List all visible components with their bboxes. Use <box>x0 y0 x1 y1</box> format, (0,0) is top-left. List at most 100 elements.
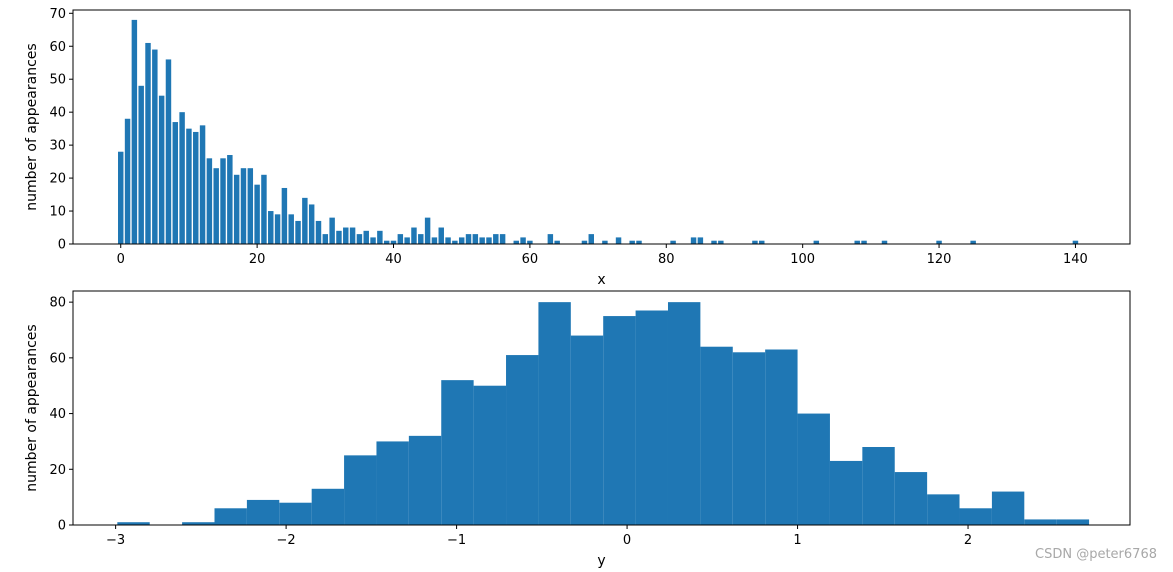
histogram-x-x-ticks: 0 20 40 60 80 100 120 140 <box>117 244 1088 267</box>
bar <box>383 240 390 244</box>
bar <box>759 240 765 244</box>
histogram-bar <box>862 447 895 525</box>
bar <box>336 230 342 244</box>
bar <box>431 237 438 244</box>
bar <box>131 19 138 244</box>
bar <box>615 237 622 244</box>
bar <box>281 187 288 244</box>
bar <box>752 240 758 244</box>
bar <box>813 240 820 244</box>
histogram-y-bars <box>117 302 1090 525</box>
histogram-bar <box>991 491 1025 525</box>
bar <box>308 204 315 244</box>
bar <box>861 240 867 244</box>
bar <box>397 234 404 244</box>
histogram-y-y-axis-label: number of appearances <box>24 324 40 491</box>
bar <box>322 234 329 244</box>
bar <box>220 158 226 244</box>
y-tick-label: 60 <box>49 40 66 55</box>
bar <box>377 230 383 244</box>
histogram-bar <box>538 302 571 525</box>
bar <box>370 237 376 244</box>
y-tick-label: 40 <box>49 407 66 422</box>
histogram-bar <box>311 488 345 525</box>
bar <box>199 125 206 244</box>
histogram-bar <box>279 502 312 525</box>
histogram-bar <box>376 441 409 525</box>
bar <box>254 184 260 244</box>
bar <box>629 240 635 244</box>
y-tick-label: 40 <box>49 106 66 121</box>
x-tick-label: −2 <box>277 533 296 548</box>
bar <box>138 85 144 244</box>
histogram-bar <box>473 385 507 525</box>
y-tick-label: 20 <box>49 463 66 478</box>
x-tick-label: 80 <box>658 252 675 267</box>
bar <box>186 128 192 244</box>
histogram-bar <box>894 472 928 525</box>
bar <box>193 131 199 244</box>
x-tick-label: 40 <box>385 252 402 267</box>
bar <box>158 95 165 244</box>
bar <box>418 234 424 244</box>
bar <box>486 237 492 244</box>
histogram-x-frame <box>72 9 1131 245</box>
histogram-y-frame <box>72 290 1131 526</box>
bar <box>513 240 519 244</box>
x-tick-label: 140 <box>1063 252 1088 267</box>
histogram-bar <box>603 316 636 525</box>
histogram-bar <box>570 335 604 525</box>
y-tick-label: 20 <box>49 172 66 187</box>
bar <box>261 174 267 244</box>
x-tick-label: 0 <box>623 533 631 548</box>
histogram-x-y-axis-label: number of appearances <box>24 43 40 210</box>
bar <box>493 234 499 244</box>
bar <box>329 217 335 244</box>
watermark: CSDN @peter6768 <box>1035 547 1157 562</box>
histogram-y-x-ticks: −3 −2 −1 0 1 2 <box>106 525 972 548</box>
bar <box>124 118 131 244</box>
histogram-bar <box>959 508 992 525</box>
bar <box>479 237 485 244</box>
bar <box>179 112 185 245</box>
bar <box>363 230 369 244</box>
bar <box>581 240 588 244</box>
bar <box>295 220 301 244</box>
histogram-x: 0 10 20 30 40 50 60 70 0 20 40 60 80 100 120 140 x num… <box>24 7 1131 288</box>
bar <box>343 227 349 244</box>
bar <box>438 227 444 244</box>
histogram-y: 0 20 40 60 80 −3 −2 −1 0 1 2 y number of appearan… <box>24 290 1131 569</box>
bar <box>697 237 704 244</box>
x-tick-label: 100 <box>790 252 815 267</box>
bar <box>227 155 233 244</box>
histogram-bar <box>1024 519 1057 525</box>
y-tick-label: 0 <box>58 519 66 534</box>
bar <box>854 240 860 244</box>
histogram-bar <box>246 499 280 525</box>
histogram-bar <box>797 413 830 525</box>
y-tick-label: 80 <box>49 296 66 311</box>
bar <box>588 234 594 244</box>
bar <box>1072 240 1079 244</box>
y-tick-label: 70 <box>49 7 66 22</box>
histogram-bar <box>344 455 377 525</box>
y-tick-label: 10 <box>49 205 66 220</box>
x-tick-label: 20 <box>249 252 266 267</box>
x-tick-label: 120 <box>927 252 952 267</box>
bar <box>213 168 219 244</box>
histogram-bar <box>765 349 798 525</box>
histogram-x-x-axis-label: x <box>597 272 605 288</box>
bar <box>520 237 526 244</box>
bar <box>602 240 608 244</box>
bar <box>152 49 158 244</box>
bar <box>554 240 560 244</box>
y-tick-label: 60 <box>49 351 66 366</box>
bar <box>465 234 472 244</box>
bar <box>233 174 240 244</box>
x-tick-label: −1 <box>447 533 466 548</box>
bar <box>970 240 976 244</box>
histogram-y-x-axis-label: y <box>597 553 605 569</box>
histogram-bar <box>214 508 247 525</box>
bar <box>711 240 717 244</box>
